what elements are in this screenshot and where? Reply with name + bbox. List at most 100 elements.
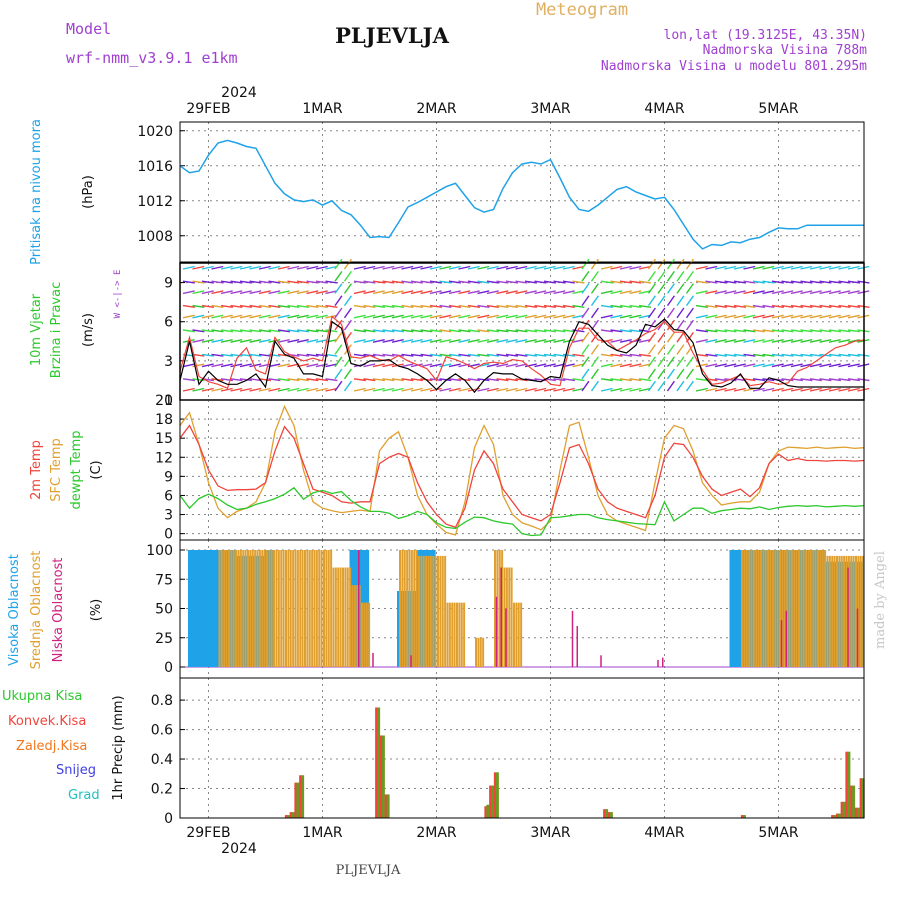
- wind-arrow: [638, 378, 651, 382]
- wind-arrow: [306, 387, 319, 392]
- wind-arrow: [496, 314, 509, 319]
- wind-arrow: [581, 331, 590, 343]
- wind-arrow: [420, 339, 433, 343]
- top-date-label: 1MAR: [302, 101, 343, 117]
- legend-frz: Zaledj.Kisa: [16, 739, 87, 754]
- wind-arrow: [220, 314, 233, 319]
- wind-arrow: [192, 339, 205, 343]
- wind-unit: (m/s): [81, 313, 96, 347]
- top-date-label: 29FEB: [186, 101, 230, 117]
- wind-arrow: [439, 280, 452, 284]
- wind-arrow: [705, 290, 718, 295]
- wind-arrow: [486, 314, 499, 319]
- wind-arrow: [315, 339, 328, 343]
- wind-arrow: [610, 378, 623, 382]
- wind-arrow: [847, 290, 860, 295]
- wind-arrow: [496, 339, 509, 343]
- wind-arrow: [192, 304, 205, 308]
- wind-arrow: [847, 329, 860, 333]
- wind-arrow: [249, 329, 262, 333]
- wind-arrow: [391, 314, 404, 319]
- wind-arrow: [334, 356, 343, 368]
- wind-arrow: [657, 295, 666, 307]
- wind-arrow: [800, 329, 813, 333]
- wind-arrow: [496, 387, 509, 392]
- wind-arrow: [458, 280, 471, 284]
- y-tick-label: 18: [155, 412, 173, 428]
- wind-arrow: [733, 280, 746, 284]
- temperature-frame: [179, 399, 865, 541]
- wind-arrow: [477, 353, 490, 357]
- wind-arrow: [439, 329, 452, 333]
- wind-arrow: [752, 363, 765, 368]
- wind-arrow: [325, 353, 338, 357]
- wind-arrow: [619, 265, 632, 270]
- wind-arrow: [486, 353, 499, 357]
- wind-arrow: [590, 356, 599, 368]
- wind-arrow: [838, 353, 851, 357]
- wind-arrow: [733, 363, 746, 368]
- wind-arrow: [743, 329, 756, 333]
- precip-total-bar: [286, 815, 290, 818]
- wind-arrow: [249, 290, 262, 295]
- wind-arrow: [752, 265, 765, 270]
- wind-arrow: [315, 290, 328, 295]
- precip-total-bar: [861, 778, 865, 818]
- wind-arrow: [781, 280, 794, 284]
- wind-arrow: [724, 339, 737, 343]
- wind-arrow: [762, 363, 775, 368]
- wind-arrow: [847, 280, 860, 284]
- pressure-ylabel: Pritisak na nivou mora: [29, 119, 44, 265]
- precip-conv-bar: [835, 813, 839, 818]
- wind-arrow: [391, 378, 404, 382]
- wind-arrow: [410, 378, 423, 382]
- wind-arrow: [572, 314, 585, 319]
- wind-arrow: [553, 387, 566, 392]
- wind-arrow: [220, 265, 233, 270]
- wind-arrow: [343, 283, 352, 294]
- wind-arrow: [448, 378, 461, 382]
- wind-arrow: [277, 265, 290, 270]
- wind-arrow: [733, 329, 746, 333]
- wind-arrow: [743, 290, 756, 295]
- wind-arrow: [249, 378, 262, 382]
- wind-arrow: [296, 329, 309, 333]
- wind-arrow: [534, 329, 547, 333]
- wind-arrow: [619, 280, 632, 284]
- wind-arrow: [420, 363, 433, 368]
- wind-arrow: [714, 329, 727, 333]
- wind-arrow: [486, 280, 499, 284]
- wind-arrow: [666, 295, 675, 307]
- wind-arrow: [486, 363, 499, 368]
- wind-arrow: [724, 304, 737, 308]
- wind-arrow: [647, 319, 656, 331]
- wind-arrow: [353, 353, 366, 357]
- cloud-low-ylabel: Niska Oblacnost: [51, 558, 66, 663]
- wind-arrow: [486, 265, 499, 270]
- wind-arrow: [486, 304, 499, 308]
- wind-arrow: [695, 353, 708, 357]
- wind-arrow: [790, 290, 803, 295]
- wind-arrow: [600, 363, 613, 368]
- wind-arrow: [239, 329, 252, 333]
- wind-arrow: [420, 280, 433, 284]
- wind-arrow: [572, 265, 585, 270]
- wind-arrow: [629, 353, 642, 357]
- wind-arrow: [230, 265, 243, 270]
- wind-arrow: [287, 314, 300, 319]
- wind-arrow: [676, 319, 685, 331]
- wind-arrow: [391, 290, 404, 295]
- wind-arrow: [600, 378, 613, 382]
- model-altitude-label: Nadmorska Visina u modelu 801.295m: [601, 59, 867, 74]
- wind-arrow: [401, 280, 414, 284]
- wind-arrow: [268, 378, 281, 382]
- wind-arrow: [790, 265, 803, 270]
- wind-arrow: [515, 329, 528, 333]
- bottom-date-label: 1MAR: [302, 825, 343, 841]
- wind-arrow: [239, 314, 252, 319]
- wind-arrow: [752, 304, 765, 308]
- cloud-unit: (%): [89, 599, 104, 622]
- wind-arrow: [828, 265, 841, 270]
- wind-arrow: [695, 329, 708, 333]
- precip-conv-bar: [607, 812, 611, 818]
